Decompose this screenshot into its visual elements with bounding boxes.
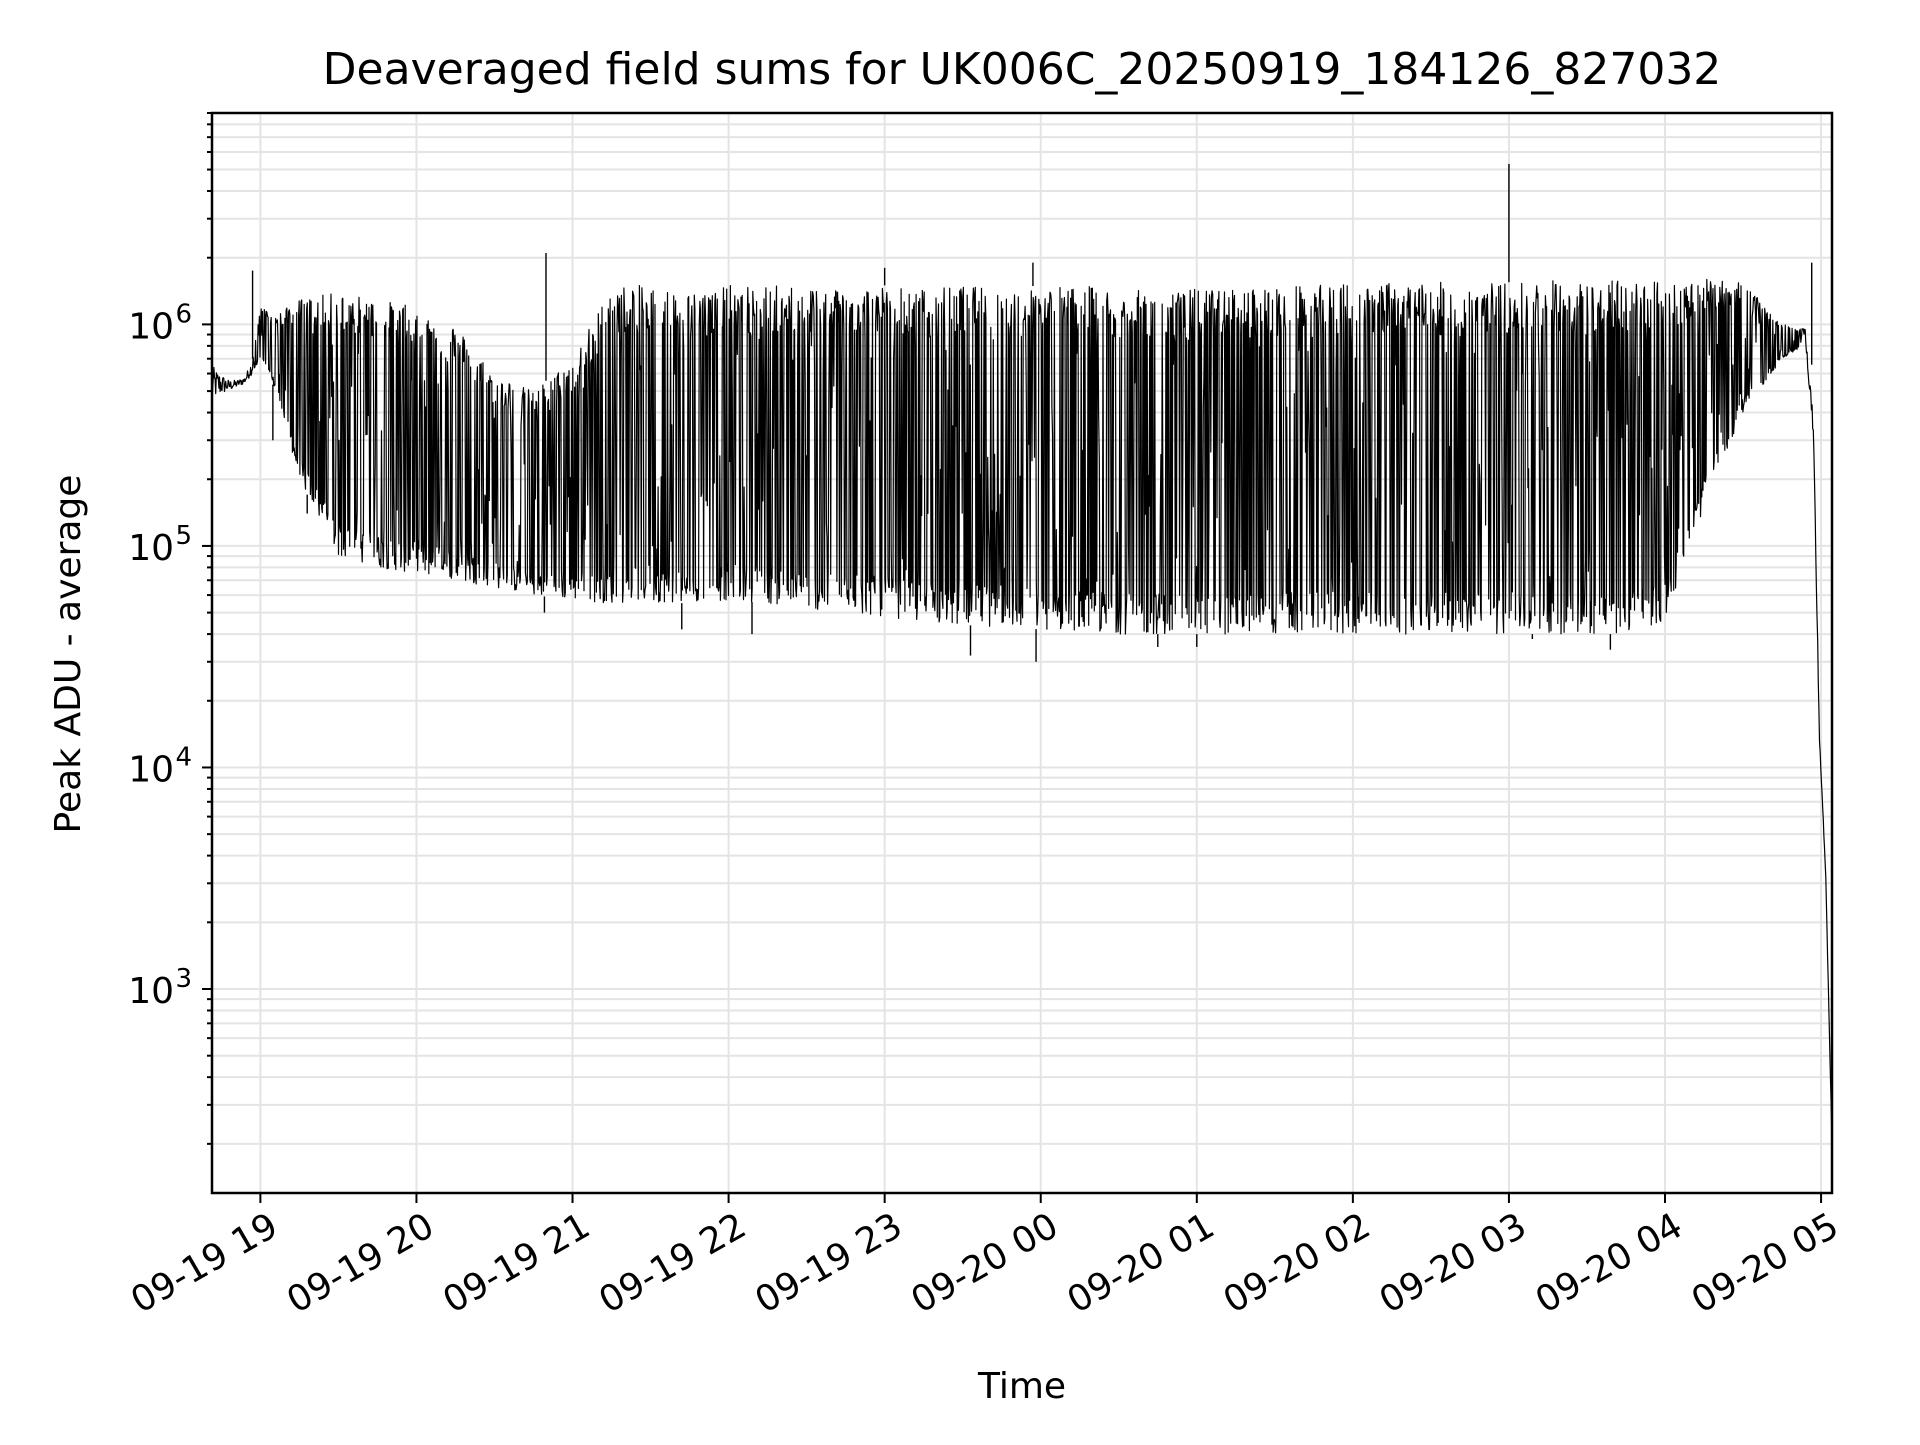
- y-axis-label: Peak ADU - average: [48, 475, 89, 834]
- plot-frame: [210, 111, 1834, 1195]
- y-tick-label: 106: [128, 299, 192, 347]
- x-axis-label: Time: [977, 1366, 1066, 1407]
- chart-title: Deaveraged field sums for UK006C_2025091…: [323, 44, 1722, 95]
- y-tick-label: 103: [128, 964, 192, 1012]
- series-line: [211, 278, 1833, 1144]
- series-layer: [211, 163, 1833, 1144]
- y-tick-label: 105: [128, 521, 192, 569]
- y-tick-label: 104: [128, 742, 192, 790]
